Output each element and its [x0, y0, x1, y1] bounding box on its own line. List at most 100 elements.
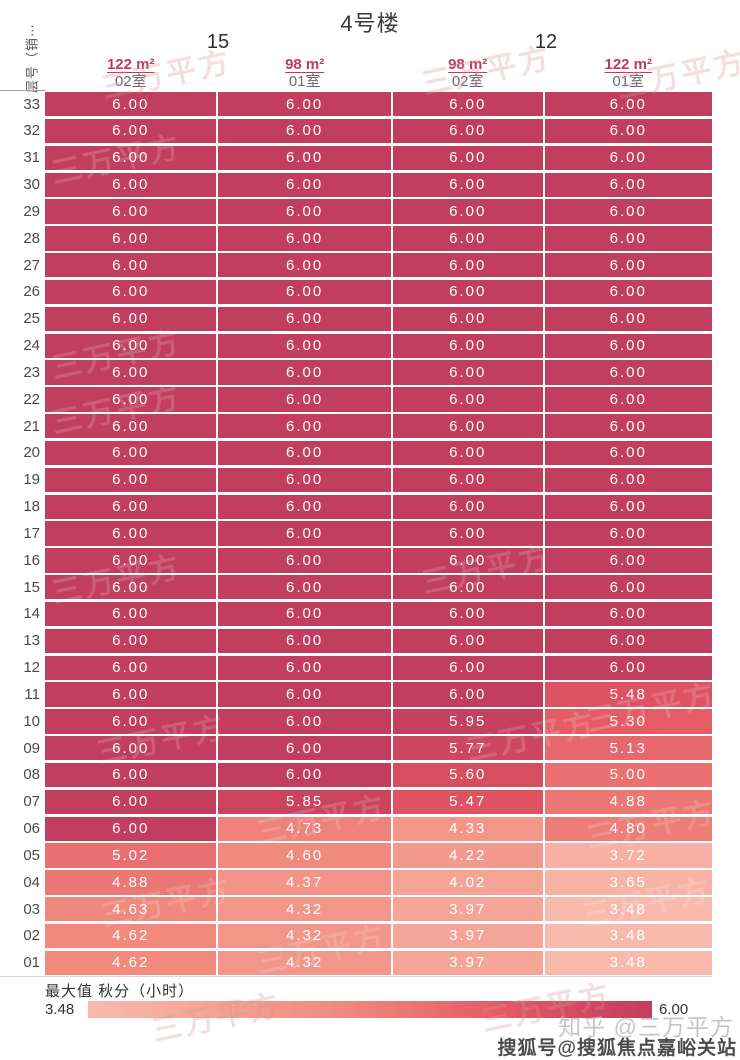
heatmap-cell: 6.00 [218, 548, 391, 573]
floor-label: 27 [23, 256, 40, 274]
heatmap-cell: 6.00 [392, 92, 543, 117]
heatmap-cell: 6.00 [544, 118, 712, 144]
heatmap-cell: 6.00 [392, 306, 543, 331]
heatmap-cell: 6.00 [544, 92, 712, 117]
heatmap-cell: 6.00 [218, 709, 391, 734]
heatmap-cell: 5.85 [218, 789, 391, 814]
heatmap-cell: 6.00 [544, 226, 712, 251]
column-headers: 122 m² 02室 98 m² 01室 98 m² 02室 122 m² 01室 [45, 50, 712, 90]
heatmap-cell: 6.00 [45, 172, 217, 197]
heatmap-cell: 6.00 [45, 494, 217, 519]
floor-label: 02 [23, 927, 40, 945]
heatmap-cell: 6.00 [218, 682, 391, 707]
unit-room-label: 02室 [451, 72, 484, 90]
floor-label: 21 [23, 417, 40, 435]
heatmap-cell: 5.00 [544, 762, 712, 788]
floor-label: 01 [23, 954, 40, 972]
heatmap-cell: 6.00 [218, 360, 391, 385]
legend-max-label: 6.00 [659, 1001, 689, 1018]
heatmap-cell: 6.00 [392, 575, 543, 600]
heatmap-cell: 6.00 [392, 628, 543, 653]
column-header-2: 98 m² 01室 [218, 50, 390, 90]
unit-room-label: 01室 [288, 72, 321, 90]
heatmap-cell: 4.02 [392, 870, 543, 895]
heatmap-cell: 4.32 [218, 897, 391, 922]
heatmap-cell: 3.97 [392, 897, 543, 922]
y-axis-label: 层号（销⋯ [24, 22, 40, 94]
heatmap-cell: 4.62 [45, 923, 217, 949]
heatmap-cell: 6.00 [544, 360, 712, 385]
unit-area-label: 98 m² [285, 56, 325, 73]
floor-label: 11 [24, 685, 40, 703]
heatmap-cell: 6.00 [45, 414, 217, 439]
heatmap-cell: 6.00 [218, 494, 391, 519]
heatmap-cell: 6.00 [45, 333, 217, 358]
unit-room-label: 01室 [612, 72, 645, 90]
heatmap-cell: 6.00 [45, 387, 217, 412]
floor-label: 29 [23, 202, 40, 220]
heatmap-cell: 6.00 [544, 440, 712, 466]
heatmap-cell: 6.00 [392, 440, 543, 466]
heatmap-cell: 3.48 [544, 897, 712, 922]
heatmap-cell: 6.00 [392, 360, 543, 385]
heatmap-cell: 6.00 [218, 306, 391, 331]
floor-label: 10 [23, 712, 40, 730]
heatmap-cell: 6.00 [218, 333, 391, 358]
floor-label: 30 [23, 176, 40, 194]
floor-label: 18 [23, 498, 40, 516]
heatmap-cell: 6.00 [45, 816, 217, 841]
floor-label: 14 [23, 605, 40, 623]
column-header-4: 122 m² 01室 [545, 50, 712, 90]
heatmap-cell: 6.00 [218, 253, 391, 278]
heatmap-cell: 6.00 [392, 682, 543, 707]
heatmap-cell: 6.00 [544, 494, 712, 519]
heatmap-cell: 6.00 [218, 736, 391, 761]
sohu-watermark: 搜狐号@搜狐焦点嘉峪关站 [497, 1038, 737, 1059]
heatmap-cell: 6.00 [544, 306, 712, 331]
heatmap-cell: 6.00 [544, 628, 712, 653]
heatmap-cell: 6.00 [45, 736, 217, 761]
floor-label: 03 [23, 900, 40, 918]
floor-label: 12 [23, 659, 40, 677]
heatmap-cell: 6.00 [218, 172, 391, 197]
heatmap-cell: 6.00 [218, 118, 391, 144]
heatmap-cell: 6.00 [218, 601, 391, 627]
page-title: 4号楼 [340, 11, 400, 36]
heatmap-cell: 6.00 [45, 655, 217, 680]
heatmap-cell: 6.00 [45, 253, 217, 278]
legend-gradient-bar [88, 1001, 652, 1018]
heatmap-cell: 3.97 [392, 923, 543, 949]
heatmap-cell: 6.00 [544, 655, 712, 680]
heatmap-cell: 4.88 [45, 870, 217, 895]
heatmap-cell: 3.72 [544, 843, 712, 868]
heatmap-cell: 6.00 [544, 199, 712, 224]
heatmap-cell: 6.00 [218, 279, 391, 305]
heatmap-cell: 3.48 [544, 950, 712, 975]
heatmap-cell: 6.00 [392, 494, 543, 519]
heatmap-cell: 6.00 [544, 387, 712, 412]
zhihu-watermark: 知乎 @三万平方 [558, 1014, 734, 1040]
heatmap-cell: 6.00 [45, 601, 217, 627]
heatmap-cell: 6.00 [45, 628, 217, 653]
heatmap-cell: 6.00 [218, 226, 391, 251]
heatmap-cell: 3.97 [392, 950, 543, 975]
heatmap-cell: 5.95 [392, 709, 543, 734]
heatmap-cell: 4.37 [218, 870, 391, 895]
floor-label: 22 [23, 390, 40, 408]
heatmap-cell: 4.73 [218, 816, 391, 841]
unit-area-label: 98 m² [448, 56, 488, 73]
heatmap-cell: 6.00 [45, 145, 217, 170]
heatmap-cell: 5.60 [392, 762, 543, 788]
heatmap-cell: 3.65 [544, 870, 712, 895]
floor-label: 32 [23, 122, 40, 140]
heatmap-cell: 6.00 [544, 145, 712, 170]
floor-label: 28 [23, 229, 40, 247]
heatmap-cell: 6.00 [392, 172, 543, 197]
heatmap-cell: 6.00 [45, 575, 217, 600]
heatmap-cell: 6.00 [45, 306, 217, 331]
heatmap-cell: 6.00 [392, 467, 543, 492]
floor-label: 19 [23, 471, 40, 489]
floor-label: 06 [23, 820, 40, 838]
heatmap-cell: 6.00 [392, 226, 543, 251]
